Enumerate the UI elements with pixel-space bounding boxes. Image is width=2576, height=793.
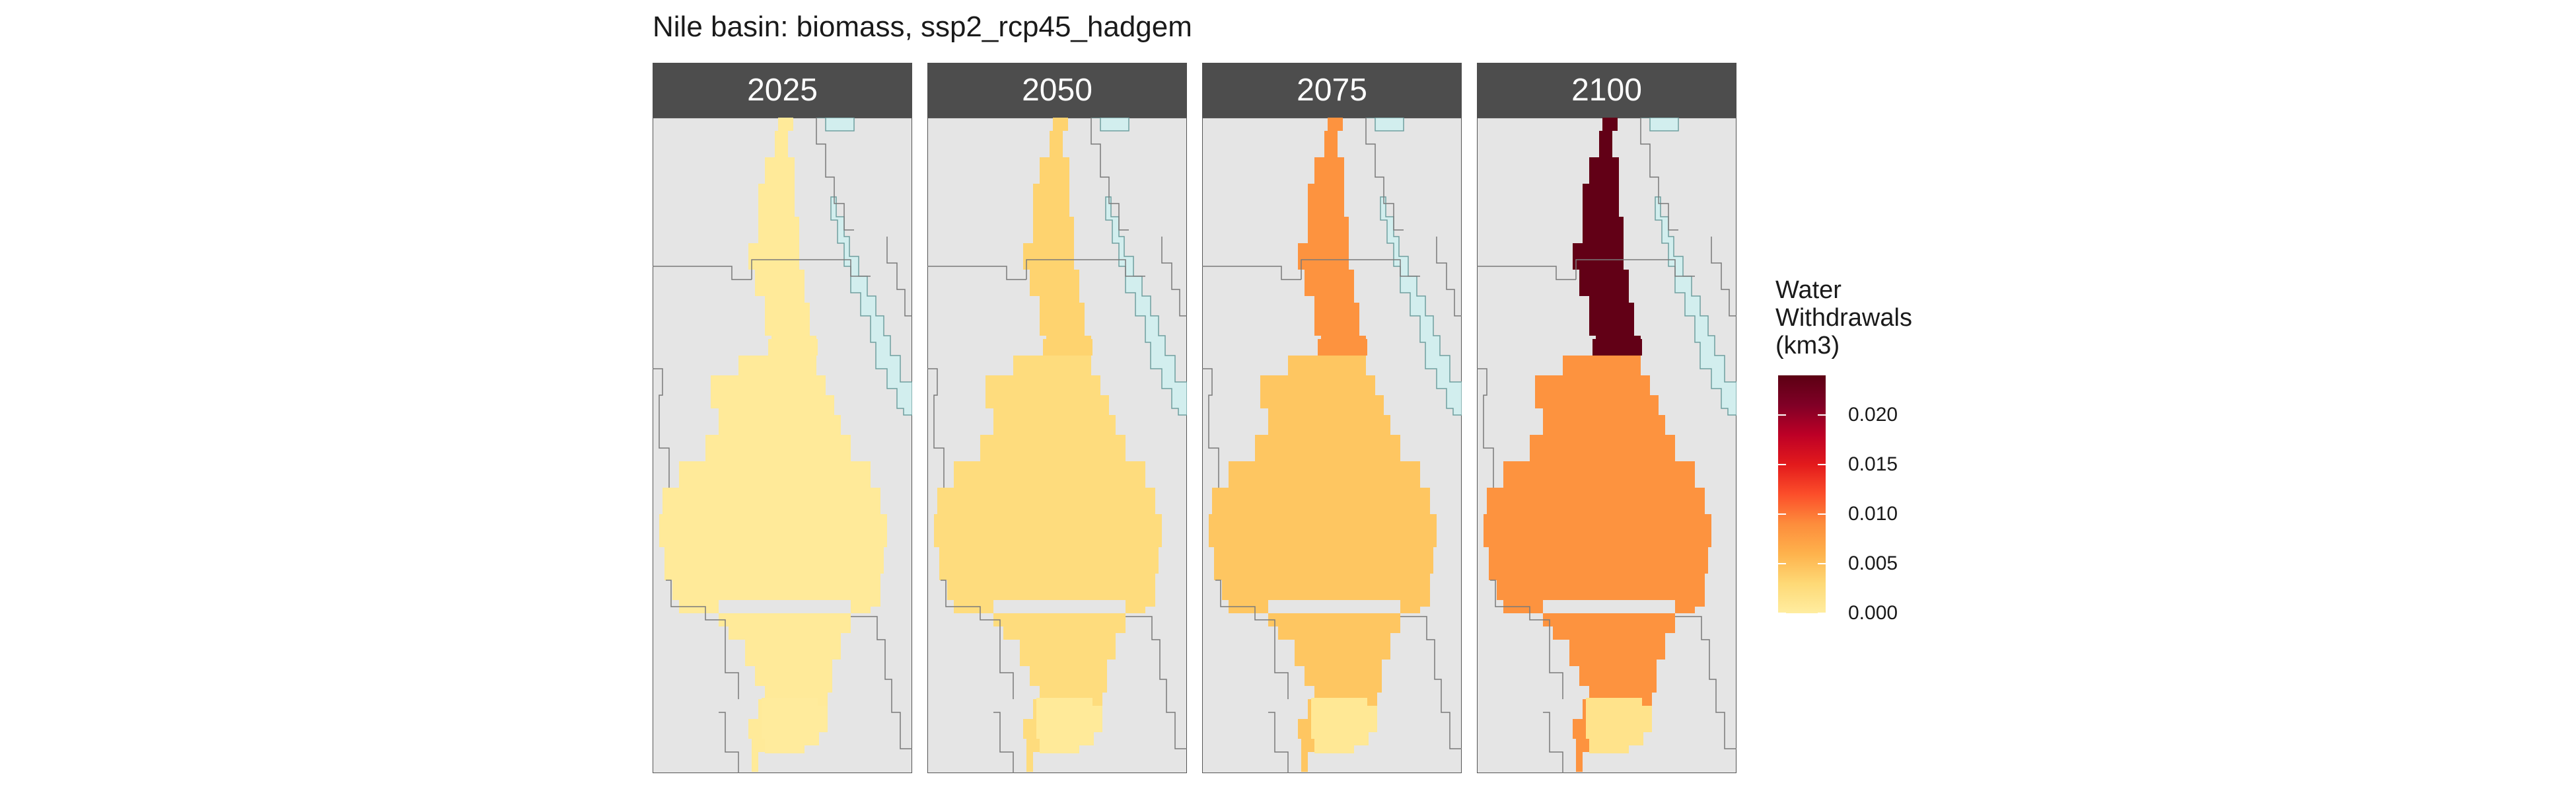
legend-title-line-1: Water (1775, 276, 1842, 304)
legend-tick-label: 0.000 (1848, 602, 1898, 624)
map-svg (1477, 118, 1736, 773)
legend-tick-label: 0.005 (1848, 552, 1898, 574)
map-svg (927, 118, 1187, 773)
country-border (1641, 259, 1695, 277)
country-border (666, 580, 739, 699)
country-border (719, 712, 739, 773)
red-sea (1091, 118, 1187, 416)
region-lakes (762, 698, 828, 753)
region-north-egypt (1023, 118, 1091, 356)
country-border (1268, 712, 1289, 773)
facet-strip-label: 2100 (1477, 63, 1736, 118)
facet-panel: 2050 (927, 63, 1187, 773)
facet-map (653, 118, 912, 773)
country-border (1575, 259, 1641, 280)
facet-strip-label: 2025 (653, 63, 912, 118)
country-border (1400, 616, 1462, 749)
legend-tick-label: 0.010 (1848, 503, 1898, 525)
country-border (1301, 259, 1366, 280)
country-border (1477, 266, 1576, 280)
legend-title: Water Withdrawals (km3) (1775, 276, 1912, 359)
region-sudan (934, 356, 1162, 613)
country-border (1202, 368, 1219, 488)
country-border (927, 266, 1026, 280)
legend-title-line-3: (km3) (1775, 332, 1840, 359)
region-upper-egypt (768, 339, 818, 356)
region-upper-egypt (1592, 339, 1642, 356)
country-border (993, 712, 1014, 773)
country-border (1366, 259, 1420, 277)
region-north-egypt (748, 118, 816, 356)
country-border (1640, 118, 1678, 231)
region-lakes (1311, 698, 1377, 753)
country-border (816, 259, 871, 277)
red-sea (816, 118, 912, 416)
facet-panel: 2025 (653, 63, 912, 773)
country-border (941, 580, 1014, 699)
country-border (1091, 259, 1145, 277)
country-border (1436, 237, 1462, 317)
region-lakes (1586, 698, 1652, 753)
legend-tick-label: 0.015 (1848, 453, 1898, 475)
country-border (653, 266, 752, 280)
facet-strip-label: 2075 (1202, 63, 1462, 118)
region-sudan (659, 356, 887, 613)
country-border (653, 368, 670, 488)
facet-strip-label: 2050 (927, 63, 1187, 118)
red-sea (1366, 118, 1462, 416)
country-border (1711, 237, 1736, 317)
country-border (886, 237, 912, 317)
country-border (1026, 259, 1091, 280)
legend-title-line-2: Withdrawals (1775, 304, 1912, 332)
legend-colorbar (1778, 375, 1826, 613)
country-border (1543, 712, 1563, 773)
country-border (816, 118, 854, 231)
country-border (1675, 616, 1736, 749)
region-lakes (1036, 698, 1102, 753)
region-upper-egypt (1318, 339, 1367, 356)
chart-title: Nile basin: biomass, ssp2_rcp45_hadgem (653, 11, 1192, 43)
region-north-egypt (1573, 118, 1641, 356)
map-svg (1202, 118, 1462, 773)
country-border (1490, 580, 1563, 699)
legend-tick-label: 0.020 (1848, 404, 1898, 426)
facet-map (1477, 118, 1736, 773)
colorbar-gradient (1778, 375, 1826, 613)
country-border (751, 259, 816, 280)
country-border (851, 616, 912, 749)
country-border (1161, 237, 1187, 317)
country-border (1477, 368, 1494, 488)
country-border (1091, 118, 1129, 231)
facet-panel: 2075 (1202, 63, 1462, 773)
country-border (1215, 580, 1289, 699)
region-north-egypt (1298, 118, 1366, 356)
region-upper-egypt (1043, 339, 1092, 356)
country-border (1365, 118, 1404, 231)
facet-map (1202, 118, 1462, 773)
red-sea (1641, 118, 1736, 416)
map-svg (653, 118, 912, 773)
facet-map (927, 118, 1187, 773)
facet-panel: 2100 (1477, 63, 1736, 773)
country-border (1202, 266, 1301, 280)
country-border (1126, 616, 1187, 749)
country-border (927, 368, 945, 488)
region-sudan (1209, 356, 1437, 613)
region-sudan (1484, 356, 1711, 613)
